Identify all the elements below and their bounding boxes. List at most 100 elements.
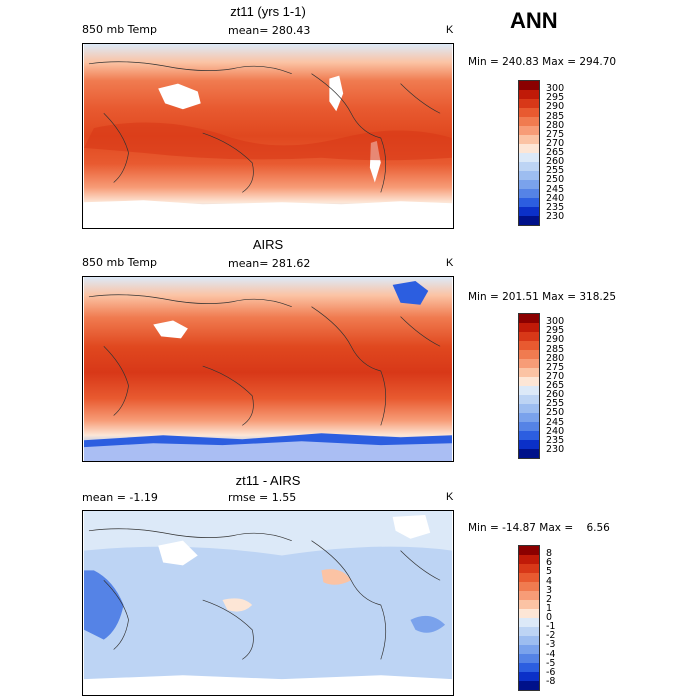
colorbar-label: 240 (546, 192, 565, 204)
panel-3-cold-patch-1 (410, 615, 446, 633)
colorbar-swatch (518, 368, 540, 377)
colorbar-swatch (518, 636, 540, 645)
colorbar-label: 235 (546, 434, 565, 446)
colorbar-label: 280 (546, 119, 565, 131)
colorbar-swatch (518, 440, 540, 449)
colorbar-label: 1 (546, 602, 553, 614)
colorbar-label: 295 (546, 325, 565, 337)
panel-2-unit-label: K (446, 257, 454, 269)
panel-2-tibet-mask (153, 320, 188, 339)
panel-3-rmse-label: rmse = 1.55 (228, 491, 297, 504)
panel-3-warm-patch-1 (222, 598, 253, 612)
colorbar-swatch (518, 350, 540, 359)
panel-1-antarctica-mask (84, 200, 452, 228)
season-label: ANN (510, 8, 558, 33)
colorbar-swatch (518, 117, 540, 126)
colorbar-swatch (518, 162, 540, 171)
colorbar-label: 285 (546, 110, 565, 122)
panel-3-tibet-mask (158, 540, 198, 566)
colorbar-label: 230 (546, 443, 565, 455)
panel-1-map (82, 43, 454, 229)
panel-1-tibet-mask (158, 83, 201, 110)
colorbar-swatch (518, 413, 540, 422)
colorbar-swatch (518, 341, 540, 350)
colorbar-label: 5 (546, 566, 553, 578)
colorbar-swatch (518, 582, 540, 591)
colorbar-label: 265 (546, 147, 565, 158)
panel-1-variable-label: 850 mb Temp (82, 23, 158, 36)
panel-2-map (82, 276, 454, 462)
panel-1-colorbar (518, 80, 540, 226)
colorbar-swatch (518, 645, 540, 654)
colorbar-swatch (518, 663, 540, 672)
colorbar-label: 265 (546, 380, 565, 391)
colorbar-swatch (518, 377, 540, 386)
panel-1-coastlines (88, 61, 441, 193)
colorbar-label: 275 (546, 128, 565, 140)
colorbar-label: 8 (546, 548, 553, 560)
colorbar-label: 275 (546, 361, 565, 373)
colorbar-swatch (518, 422, 540, 431)
colorbar-label: 245 (546, 183, 565, 195)
panel-3-antarctica-mask (84, 675, 452, 695)
colorbar-swatch (518, 323, 540, 332)
colorbar-swatch (518, 395, 540, 404)
colorbar-label: 260 (546, 389, 565, 401)
colorbar-swatch (518, 332, 540, 341)
colorbar-swatch (518, 359, 540, 368)
colorbar-swatch (518, 198, 540, 207)
colorbar-label: -2 (546, 630, 556, 642)
colorbar-swatch (518, 135, 540, 144)
colorbar-label: -3 (546, 639, 556, 651)
panel-2-colorbar (518, 313, 540, 459)
colorbar-swatch (518, 609, 540, 618)
colorbar-label: 270 (546, 137, 565, 149)
colorbar-swatch (518, 672, 540, 681)
colorbar-swatch (518, 126, 540, 135)
panel-3-unit-label: K (446, 491, 454, 503)
colorbar-swatch (518, 216, 540, 226)
colorbar-label: -5 (546, 657, 556, 669)
colorbar-label: 240 (546, 425, 565, 437)
panel-1-title: zt11 (yrs 1-1) (230, 4, 306, 19)
colorbar-swatch (518, 189, 540, 198)
panel-3-warm-patch-2 (321, 569, 352, 585)
colorbar-label: 290 (546, 101, 565, 113)
colorbar-swatch (518, 90, 540, 99)
panel-2-mean-label: mean= 281.62 (228, 257, 311, 270)
panel-3-greenland-mask (392, 514, 431, 539)
colorbar-swatch (518, 144, 540, 153)
panel-3-map (82, 510, 454, 696)
colorbar-label: 2 (546, 593, 553, 605)
panel-3-title: zt11 - AIRS (235, 473, 301, 488)
colorbar-swatch (518, 681, 540, 691)
panel-2-greenland (392, 280, 429, 305)
colorbar-label: 270 (546, 370, 565, 382)
panel-2-variable-label: 850 mb Temp (82, 256, 158, 269)
colorbar-swatch (518, 80, 540, 90)
panel-2-antarctica-mask (84, 441, 452, 461)
colorbar-swatch (518, 153, 540, 162)
panel-1-unit-label: K (446, 24, 454, 36)
colorbar-label: 4 (546, 575, 553, 587)
colorbar-swatch (518, 600, 540, 609)
colorbar-label: 245 (546, 416, 565, 428)
colorbar-label: 255 (546, 398, 565, 410)
panel-3-africa-cold (84, 570, 124, 640)
panel-2-minmax: Min = 201.51 Max = 318.25 (468, 291, 617, 303)
colorbar-swatch (518, 564, 540, 573)
panel-1-minmax: Min = 240.83 Max = 294.70 (468, 56, 617, 68)
colorbar-swatch (518, 431, 540, 440)
colorbar-label: 235 (546, 201, 565, 213)
colorbar-label: 285 (546, 343, 565, 355)
colorbar-label: -1 (546, 621, 556, 633)
colorbar-swatch (518, 555, 540, 564)
colorbar-label: 280 (546, 352, 565, 364)
colorbar-label: -4 (546, 648, 556, 660)
colorbar-label: 260 (546, 156, 565, 168)
colorbar-swatch (518, 99, 540, 108)
panel-3-colorbar (518, 545, 540, 691)
colorbar-label: 290 (546, 334, 565, 346)
colorbar-swatch (518, 171, 540, 180)
panel-1-mean-label: mean= 280.43 (228, 24, 311, 37)
